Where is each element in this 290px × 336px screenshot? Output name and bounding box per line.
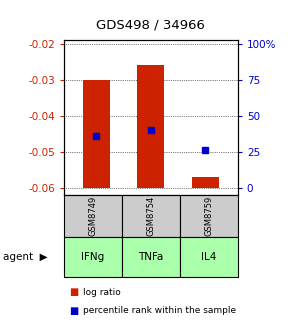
- Text: log ratio: log ratio: [83, 288, 120, 297]
- Text: GSM8759: GSM8759: [204, 196, 213, 236]
- Text: GSM8749: GSM8749: [88, 196, 97, 236]
- Bar: [83, 80, 110, 188]
- Bar: [180, 237, 238, 277]
- Text: IFNg: IFNg: [81, 252, 104, 262]
- Text: ■: ■: [70, 306, 79, 316]
- Bar: [192, 177, 219, 188]
- Bar: [64, 237, 122, 277]
- Text: IL4: IL4: [201, 252, 217, 262]
- Text: percentile rank within the sample: percentile rank within the sample: [83, 306, 236, 315]
- Text: GSM8754: GSM8754: [146, 196, 155, 236]
- Text: agent  ▶: agent ▶: [3, 252, 48, 262]
- Text: TNFa: TNFa: [138, 252, 164, 262]
- Bar: [137, 66, 164, 188]
- Bar: [122, 195, 180, 237]
- Text: GDS498 / 34966: GDS498 / 34966: [96, 19, 205, 32]
- Text: ■: ■: [70, 287, 79, 297]
- Bar: [122, 237, 180, 277]
- Bar: [180, 195, 238, 237]
- Bar: [64, 195, 122, 237]
